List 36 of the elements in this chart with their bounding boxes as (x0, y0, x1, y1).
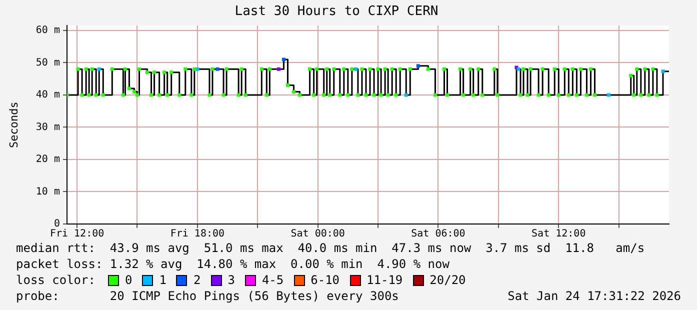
legend-label: 20/20 (430, 272, 466, 288)
legend-label: 6-10 (310, 272, 340, 288)
x-tick-label: Sat 00:00 (290, 228, 345, 240)
point (607, 93, 611, 97)
point (97, 67, 101, 71)
point (354, 67, 358, 71)
y-axis-title: Seconds (7, 102, 20, 148)
legend-label: 4-5 (262, 272, 284, 288)
x-tick-label: Sat 12:00 (532, 228, 586, 240)
legend-label: 1 (159, 272, 166, 288)
y-tick-label: 50 m (36, 57, 60, 68)
text: Sat Jan 24 17:31:22 2026 (508, 288, 681, 304)
legend-label: 11-19 (366, 272, 403, 288)
point (404, 93, 408, 97)
y-tick-label: 10 m (36, 186, 60, 198)
y-tick-label: 20 m (36, 154, 60, 166)
point (282, 58, 286, 62)
point (216, 67, 220, 71)
y-tick-label: 40 m (36, 90, 60, 101)
legend-label: 2 (193, 272, 201, 288)
point (416, 64, 420, 68)
y-tick-label: 0 (54, 218, 60, 230)
point (661, 70, 665, 74)
y-tick-label: 30 m (36, 122, 60, 133)
text: median rtt: 43.9 ms avg 51.0 ms max 40.0 ms min 47.3 ms now 3.7 ms sd 11.8 am/s (16, 240, 646, 256)
chart-title: Last 30 Hours to CIXP CERN (234, 4, 438, 20)
text: probe: 20 ICMP Echo Pings (56 Bytes) every 300s (16, 288, 399, 304)
legend-title: loss color: (16, 272, 96, 288)
x-tick-label: Fri 12:00 (50, 228, 104, 240)
text: packet loss: 1.32 % avg 14.80 % max 0.00 % min 4.90 % now (16, 256, 450, 272)
y-tick-label: 60 m (36, 25, 60, 36)
point (276, 67, 280, 71)
x-tick-label: Fri 18:00 (170, 228, 225, 240)
x-tick-label: Sat 06:00 (411, 228, 466, 240)
legend-label: 0 (125, 272, 132, 288)
legend-label: 3 (228, 272, 235, 288)
